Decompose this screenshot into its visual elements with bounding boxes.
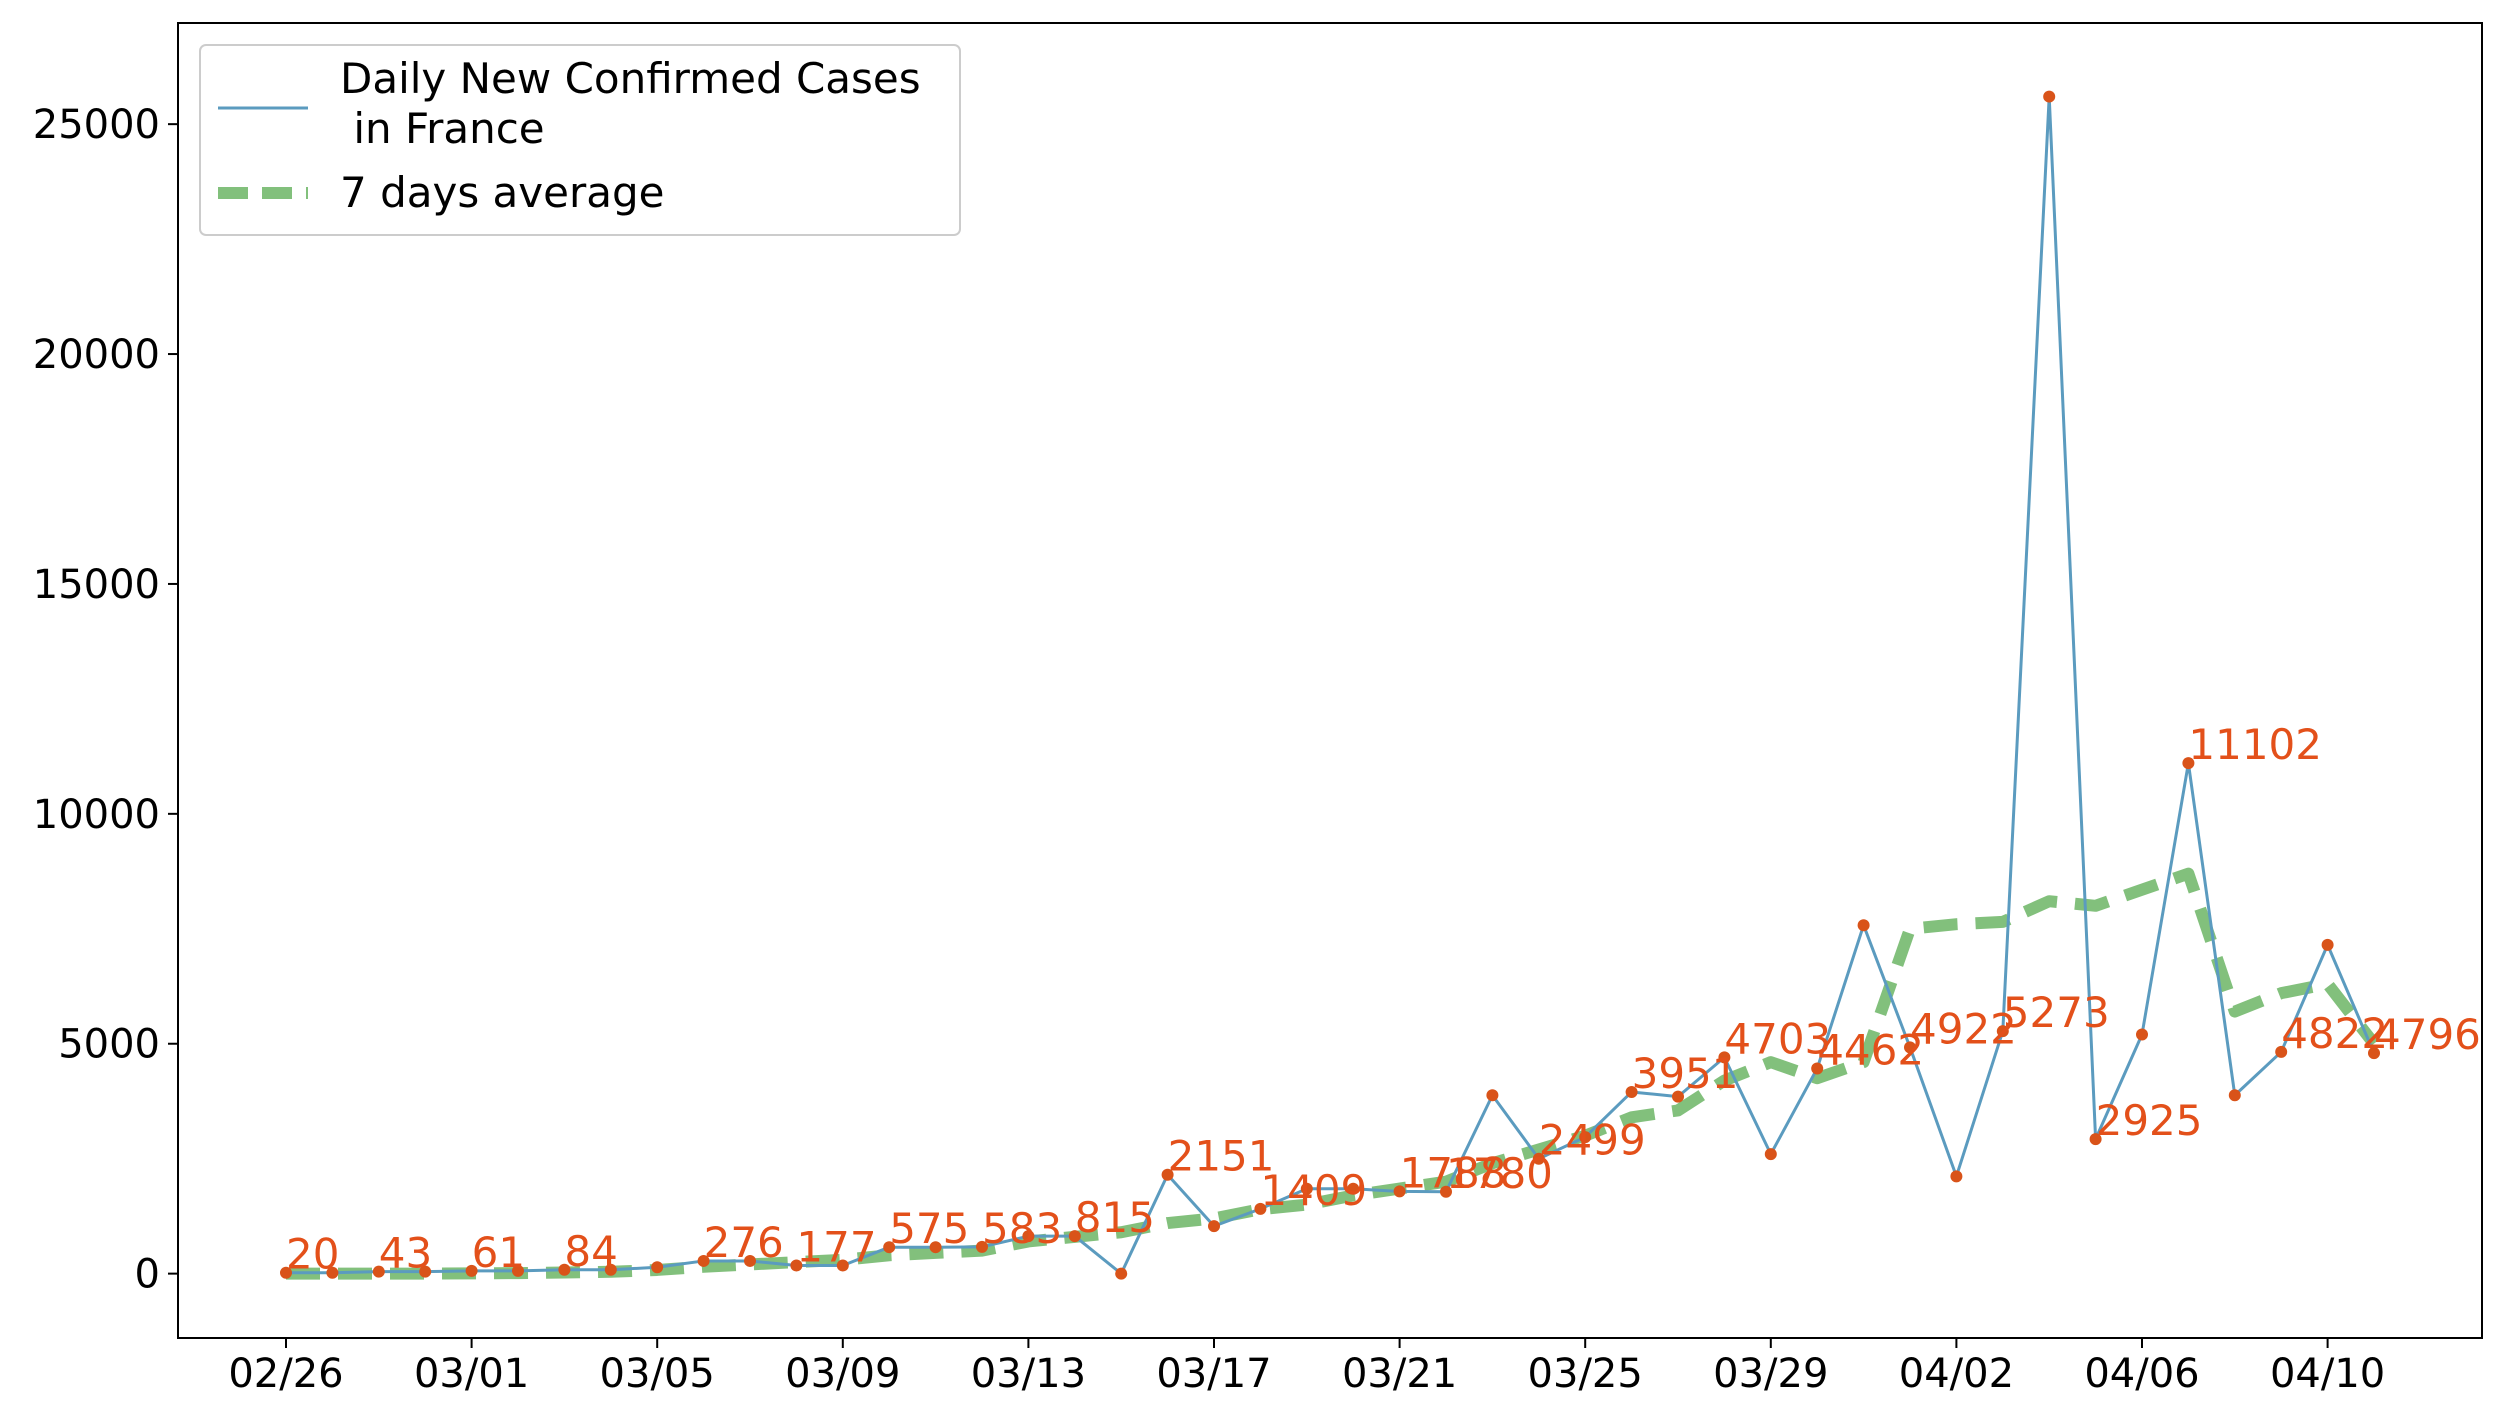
data-point [1904,1041,1916,1054]
data-label: 1788 [1400,1148,1507,1197]
series-line-7-days-average [286,867,2379,1280]
data-label: 4703 [1724,1014,1831,1063]
data-label: 1409 [1260,1166,1367,1215]
data-label: 4462 [1817,1025,1924,1074]
data-point [883,1241,896,1254]
data-point [976,1240,988,1253]
data-point [2275,1045,2288,1058]
legend-box [199,44,961,236]
data-point [836,1259,849,1272]
data-label: 276 [704,1218,784,1267]
data-point [1161,1168,1174,1181]
data-point [2089,1133,2102,1146]
x-tick-label: 03/21 [1342,1351,1457,1397]
x-tick-label: 04/06 [2084,1351,2199,1397]
data-point [2321,938,2334,951]
data-label: 5273 [2003,988,2110,1037]
legend-label-average: 7 days average [340,168,665,217]
data-label: 43 [379,1229,432,1278]
data-point [1718,1051,1731,1064]
series-line-daily-cases [286,95,2376,1276]
data-point [790,1259,803,1272]
data-label: 1780 [1446,1149,1553,1198]
data-point [1857,919,1870,932]
data-label: 177 [796,1222,876,1271]
data-point [1811,1062,1824,1075]
data-point [929,1241,942,1254]
data-point [1579,1131,1592,1144]
data-point [1347,1182,1360,1195]
data-point [1764,1148,1777,1161]
data-point [419,1265,432,1278]
data-point [512,1264,524,1277]
data-label: 2499 [1539,1116,1646,1165]
data-point [1486,1089,1499,1102]
data-label: 2151 [1168,1132,1275,1181]
data-point [697,1254,710,1267]
data-point [1115,1267,1128,1280]
data-label: 4796 [2374,1010,2481,1059]
x-tick-label: 03/17 [1156,1351,1271,1397]
data-point [2228,1089,2241,1102]
data-label: 4822 [2281,1009,2388,1058]
data-point [1254,1202,1267,1215]
data-point [744,1254,756,1267]
data-point [1022,1230,1035,1243]
y-tick-label: 10000 [33,792,160,838]
data-point [1440,1185,1452,1198]
x-axis: 02/26 03/01 03/05 03/09 03/13 03/17 03/21 03/25… [228,1338,2385,1397]
data-point [1625,1085,1638,1098]
data-point [558,1263,571,1276]
y-axis: 0 5000 10000 15000 20000 25000 [33,102,178,1298]
x-tick-label: 03/09 [785,1351,900,1397]
data-label: 815 [1075,1193,1155,1242]
data-point [604,1263,617,1276]
data-point [372,1265,385,1278]
data-label: 4922 [1910,1004,2017,1053]
data-label: 2925 [2096,1096,2203,1145]
data-point [280,1266,292,1279]
y-tick-label: 5000 [58,1022,160,1068]
y-tick-label: 25000 [33,102,160,148]
data-label: 11102 [2188,720,2322,769]
data-label: 84 [564,1227,617,1276]
x-tick-label: 04/10 [2270,1351,2385,1397]
data-point [1300,1182,1313,1195]
y-tick-label: 20000 [33,332,160,378]
data-point [1532,1152,1545,1165]
y-tick-label: 0 [135,1252,160,1298]
y-tick-label: 15000 [33,562,160,608]
x-tick-label: 03/05 [600,1351,715,1397]
data-point [465,1264,478,1277]
data-label: 20 [286,1230,339,1279]
data-point [1672,1090,1684,1103]
data-point [1208,1220,1220,1233]
data-label: 575 [889,1204,969,1253]
data-point [1068,1230,1081,1243]
x-tick-label: 03/01 [414,1351,529,1397]
x-tick-label: 02/26 [228,1351,343,1397]
legend: Daily New Confirmed Cases in France 7 da… [199,44,961,236]
legend-label-daily-line1: Daily New Confirmed Cases [340,54,921,103]
x-tick-label: 03/29 [1713,1351,1828,1397]
x-tick-label: 03/25 [1528,1351,1643,1397]
data-point [2368,1047,2380,1060]
data-label: 583 [982,1204,1062,1253]
data-point [1996,1025,2009,1038]
data-label: 61 [472,1228,525,1277]
data-point [651,1261,664,1274]
data-point [2136,1028,2148,1041]
data-point [1393,1185,1406,1198]
legend-label-daily-line2: in France [340,104,545,153]
data-point [326,1266,339,1279]
data-point [1950,1170,1963,1183]
data-label: 3951 [1632,1049,1739,1098]
plot-frame [177,22,2483,1339]
x-tick-label: 04/02 [1899,1351,2014,1397]
x-tick-label: 03/13 [971,1351,1086,1397]
data-point [2043,90,2056,103]
data-point [2182,757,2195,770]
